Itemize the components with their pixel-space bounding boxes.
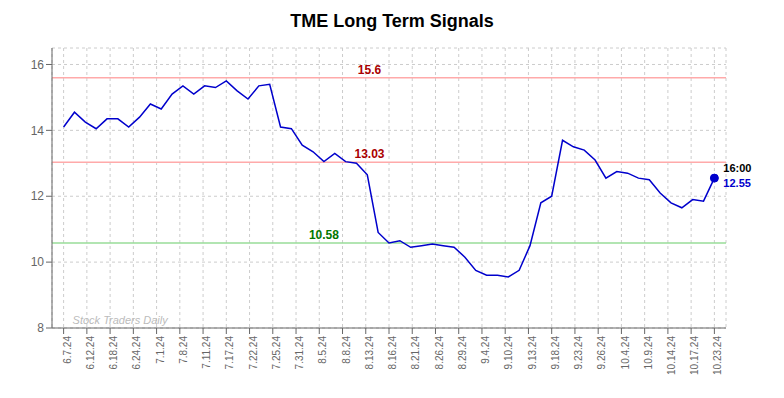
- svg-text:6.7.24: 6.7.24: [62, 336, 73, 364]
- svg-text:6.24.24: 6.24.24: [131, 336, 142, 370]
- svg-text:10.9.24: 10.9.24: [643, 336, 654, 370]
- svg-text:8.13.24: 8.13.24: [364, 336, 375, 370]
- svg-text:7.31.24: 7.31.24: [294, 336, 305, 370]
- svg-text:10.58: 10.58: [309, 228, 339, 242]
- svg-text:6.12.24: 6.12.24: [85, 336, 96, 370]
- svg-text:7.11.24: 7.11.24: [201, 336, 212, 369]
- svg-text:8.29.24: 8.29.24: [457, 336, 468, 370]
- svg-text:12.55: 12.55: [723, 177, 751, 189]
- svg-text:7.1.24: 7.1.24: [155, 336, 166, 364]
- svg-text:16: 16: [31, 58, 45, 72]
- svg-text:16:00: 16:00: [723, 162, 751, 174]
- svg-text:10: 10: [31, 255, 45, 269]
- svg-text:10.4.24: 10.4.24: [620, 336, 631, 370]
- svg-text:13.03: 13.03: [354, 147, 384, 161]
- svg-text:7.8.24: 7.8.24: [178, 336, 189, 364]
- svg-text:9.26.24: 9.26.24: [596, 336, 607, 370]
- html-text:TME Long Term Signals: TME Long Term Signals: [290, 11, 494, 31]
- svg-text:12: 12: [31, 189, 45, 203]
- svg-text:9.10.24: 9.10.24: [503, 336, 514, 370]
- svg-text:9.23.24: 9.23.24: [573, 336, 584, 370]
- svg-text:Stock Traders Daily: Stock Traders Daily: [73, 314, 170, 326]
- svg-text:15.6: 15.6: [358, 63, 382, 77]
- svg-text:9.4.24: 9.4.24: [480, 336, 491, 364]
- svg-text:8.8.24: 8.8.24: [341, 336, 352, 364]
- svg-text:10.17.24: 10.17.24: [689, 336, 700, 375]
- svg-text:8.5.24: 8.5.24: [317, 336, 328, 364]
- svg-text:10.23.24: 10.23.24: [712, 336, 723, 375]
- svg-text:9.18.24: 9.18.24: [550, 336, 561, 370]
- svg-text:10.14.24: 10.14.24: [666, 336, 677, 375]
- svg-text:7.17.24: 7.17.24: [224, 336, 235, 370]
- svg-text:8.16.24: 8.16.24: [387, 336, 398, 370]
- svg-text:6.18.24: 6.18.24: [108, 336, 119, 370]
- svg-text:14: 14: [31, 124, 45, 138]
- svg-text:7.25.24: 7.25.24: [271, 336, 282, 370]
- svg-text:8.26.24: 8.26.24: [434, 336, 445, 370]
- svg-text:8.21.24: 8.21.24: [410, 336, 421, 370]
- svg-text:8: 8: [37, 321, 44, 335]
- svg-text:9.13.24: 9.13.24: [527, 336, 538, 370]
- svg-text:7.22.24: 7.22.24: [248, 336, 259, 370]
